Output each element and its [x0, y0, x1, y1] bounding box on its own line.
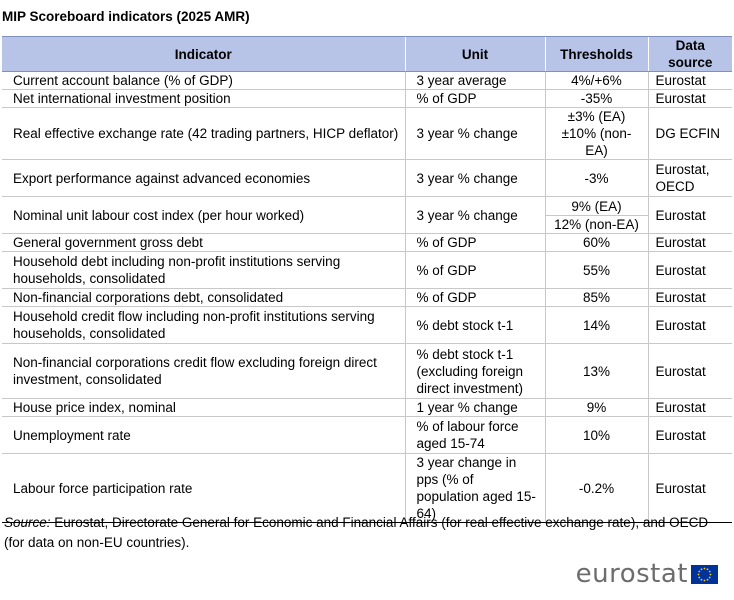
- indicator-cell: Household debt including non-profit inst…: [2, 251, 405, 289]
- source-cell: Eurostat: [647, 251, 732, 289]
- header-thresholds: Thresholds: [544, 36, 648, 72]
- source-cell: Eurostat: [647, 233, 732, 252]
- unit-cell: % of labour force aged 15-74: [404, 416, 545, 454]
- source-cell: Eurostat: [647, 343, 732, 399]
- unit-cell: 3 year change in pps (% of population ag…: [404, 453, 545, 523]
- header-data-source: Data source: [647, 36, 732, 72]
- table-row: Labour force participation rate 3 year c…: [2, 453, 732, 523]
- unit-cell: 3 year average: [404, 71, 545, 90]
- indicator-cell: House price index, nominal: [2, 398, 405, 417]
- table-row: Export performance against advanced econ…: [2, 159, 732, 197]
- threshold-cell: 14%: [544, 306, 648, 344]
- unit-cell: % debt stock t-1 (excluding foreign dire…: [404, 343, 545, 399]
- threshold-cell: 13%: [544, 343, 648, 399]
- threshold-cell: 4%/+6%: [544, 71, 648, 90]
- table-row: Non-financial corporations debt, consoli…: [2, 288, 732, 307]
- threshold-non-ea: 12% (non-EA): [545, 214, 648, 233]
- source-cell: Eurostat: [647, 306, 732, 344]
- table-row: House price index, nominal 1 year % chan…: [2, 398, 732, 417]
- source-cell: Eurostat: [647, 196, 732, 234]
- unit-cell: 3 year % change: [404, 196, 545, 234]
- indicators-table: Indicator Unit Thresholds Data source Cu…: [2, 36, 732, 523]
- indicator-cell: Non-financial corporations debt, consoli…: [2, 288, 405, 307]
- indicator-cell: Non-financial corporations credit flow e…: [2, 343, 405, 399]
- header-indicator: Indicator: [2, 36, 405, 72]
- threshold-cell: 9%: [544, 398, 648, 417]
- table-header: Indicator Unit Thresholds Data source: [2, 36, 732, 72]
- unit-cell: % of GDP: [404, 89, 545, 108]
- threshold-ea: 9% (EA): [571, 198, 622, 214]
- source-cell: Eurostat: [647, 453, 732, 523]
- unit-cell: % of GDP: [404, 288, 545, 307]
- threshold-cell: 10%: [544, 416, 648, 454]
- threshold-cell: 85%: [544, 288, 648, 307]
- table-row: Net international investment position % …: [2, 89, 732, 108]
- unit-cell: 1 year % change: [404, 398, 545, 417]
- threshold-cell: 9% (EA) 12% (non-EA): [544, 196, 648, 234]
- table-row: Real effective exchange rate (42 trading…: [2, 107, 732, 160]
- unit-cell: % of GDP: [404, 233, 545, 252]
- source-text: Eurostat, Directorate General for Econom…: [4, 515, 709, 550]
- threshold-cell: -3%: [544, 159, 648, 197]
- indicator-cell: Unemployment rate: [2, 416, 405, 454]
- indicator-cell: Current account balance (% of GDP): [2, 71, 405, 90]
- page-title: MIP Scoreboard indicators (2025 AMR): [2, 9, 250, 24]
- threshold-cell: 60%: [544, 233, 648, 252]
- source-cell: Eurostat: [647, 398, 732, 417]
- eurostat-logo: eurostat: [576, 559, 718, 589]
- indicator-cell: General government gross debt: [2, 233, 405, 252]
- indicator-cell: Labour force participation rate: [2, 453, 405, 523]
- indicator-cell: Net international investment position: [2, 89, 405, 108]
- logo-text: eurostat: [575, 559, 688, 589]
- threshold-cell: -0.2%: [544, 453, 648, 523]
- source-line: OECD: [655, 179, 695, 194]
- threshold-non-ea: ±10% (non-EA): [561, 126, 632, 158]
- threshold-cell: ±3% (EA) ±10% (non-EA): [544, 107, 648, 160]
- table-row: Current account balance (% of GDP) 3 yea…: [2, 71, 732, 90]
- threshold-ea: ±3% (EA): [567, 109, 626, 124]
- threshold-cell: 55%: [544, 251, 648, 289]
- indicator-cell: Real effective exchange rate (42 trading…: [2, 107, 405, 160]
- unit-cell: 3 year % change: [404, 159, 545, 197]
- threshold-cell: -35%: [544, 89, 648, 108]
- indicator-cell: Household credit flow including non-prof…: [2, 306, 405, 344]
- source-line: Eurostat,: [655, 162, 710, 177]
- table-row: Non-financial corporations credit flow e…: [2, 343, 732, 399]
- eu-flag-icon: [691, 564, 718, 584]
- header-unit: Unit: [404, 36, 545, 72]
- source-cell: Eurostat, OECD: [647, 159, 732, 197]
- source-cell: Eurostat: [647, 288, 732, 307]
- source-cell: Eurostat: [647, 71, 732, 90]
- indicator-cell: Export performance against advanced econ…: [2, 159, 405, 197]
- unit-cell: % of GDP: [404, 251, 545, 289]
- unit-cell: % debt stock t-1: [404, 306, 545, 344]
- table-row: Household credit flow including non-prof…: [2, 306, 732, 344]
- source-cell: DG ECFIN: [647, 107, 732, 160]
- table-row: Household debt including non-profit inst…: [2, 251, 732, 289]
- table-row: Unemployment rate % of labour force aged…: [2, 416, 732, 454]
- indicator-cell: Nominal unit labour cost index (per hour…: [2, 196, 405, 234]
- source-cell: Eurostat: [647, 89, 732, 108]
- unit-cell: 3 year % change: [404, 107, 545, 160]
- source-label: Source:: [4, 515, 51, 530]
- table-row: Nominal unit labour cost index (per hour…: [2, 196, 732, 234]
- source-note: Source: Eurostat, Directorate General fo…: [4, 513, 729, 553]
- source-cell: Eurostat: [647, 416, 732, 454]
- table-row: General government gross debt % of GDP 6…: [2, 233, 732, 252]
